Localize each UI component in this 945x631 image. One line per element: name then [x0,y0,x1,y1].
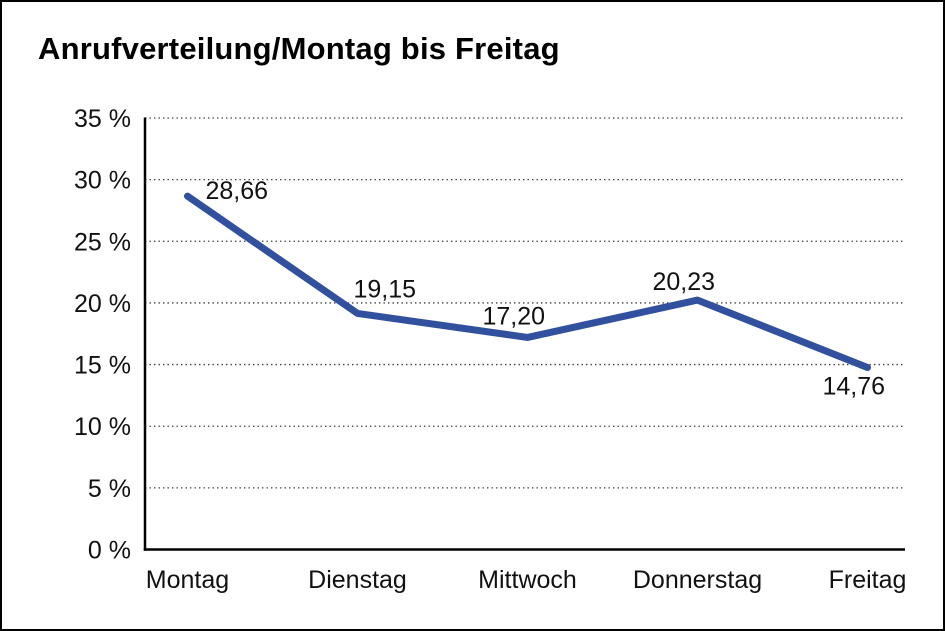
y-axis-tick-label: 20 % [74,290,131,318]
x-axis-tick-label: Montag [146,566,229,594]
x-axis-tick-label: Dienstag [308,566,407,594]
y-axis-tick-label: 0 % [88,537,131,565]
data-line [184,192,871,372]
y-axis-tick-label: 35 % [74,105,131,133]
data-point-label: 17,20 [483,302,546,330]
data-point-label: 20,23 [653,268,716,296]
data-point-label: 14,76 [823,373,886,401]
x-axis-tick-label: Donnerstag [633,566,762,594]
y-axis-tick-label: 10 % [74,413,131,441]
y-axis-tick-label: 25 % [74,228,131,256]
x-axis-tick-label: Freitag [829,566,907,594]
data-point-label: 28,66 [206,177,269,205]
data-point-label: 19,15 [354,275,417,303]
chart-title: Anrufverteilung/Montag bis Freitag [38,31,560,66]
y-axis-tick-label: 5 % [88,475,131,503]
y-axis-tick-label: 15 % [74,352,131,380]
y-axis-tick-label: 30 % [74,167,131,195]
x-axis-tick-label: Mittwoch [478,566,577,594]
